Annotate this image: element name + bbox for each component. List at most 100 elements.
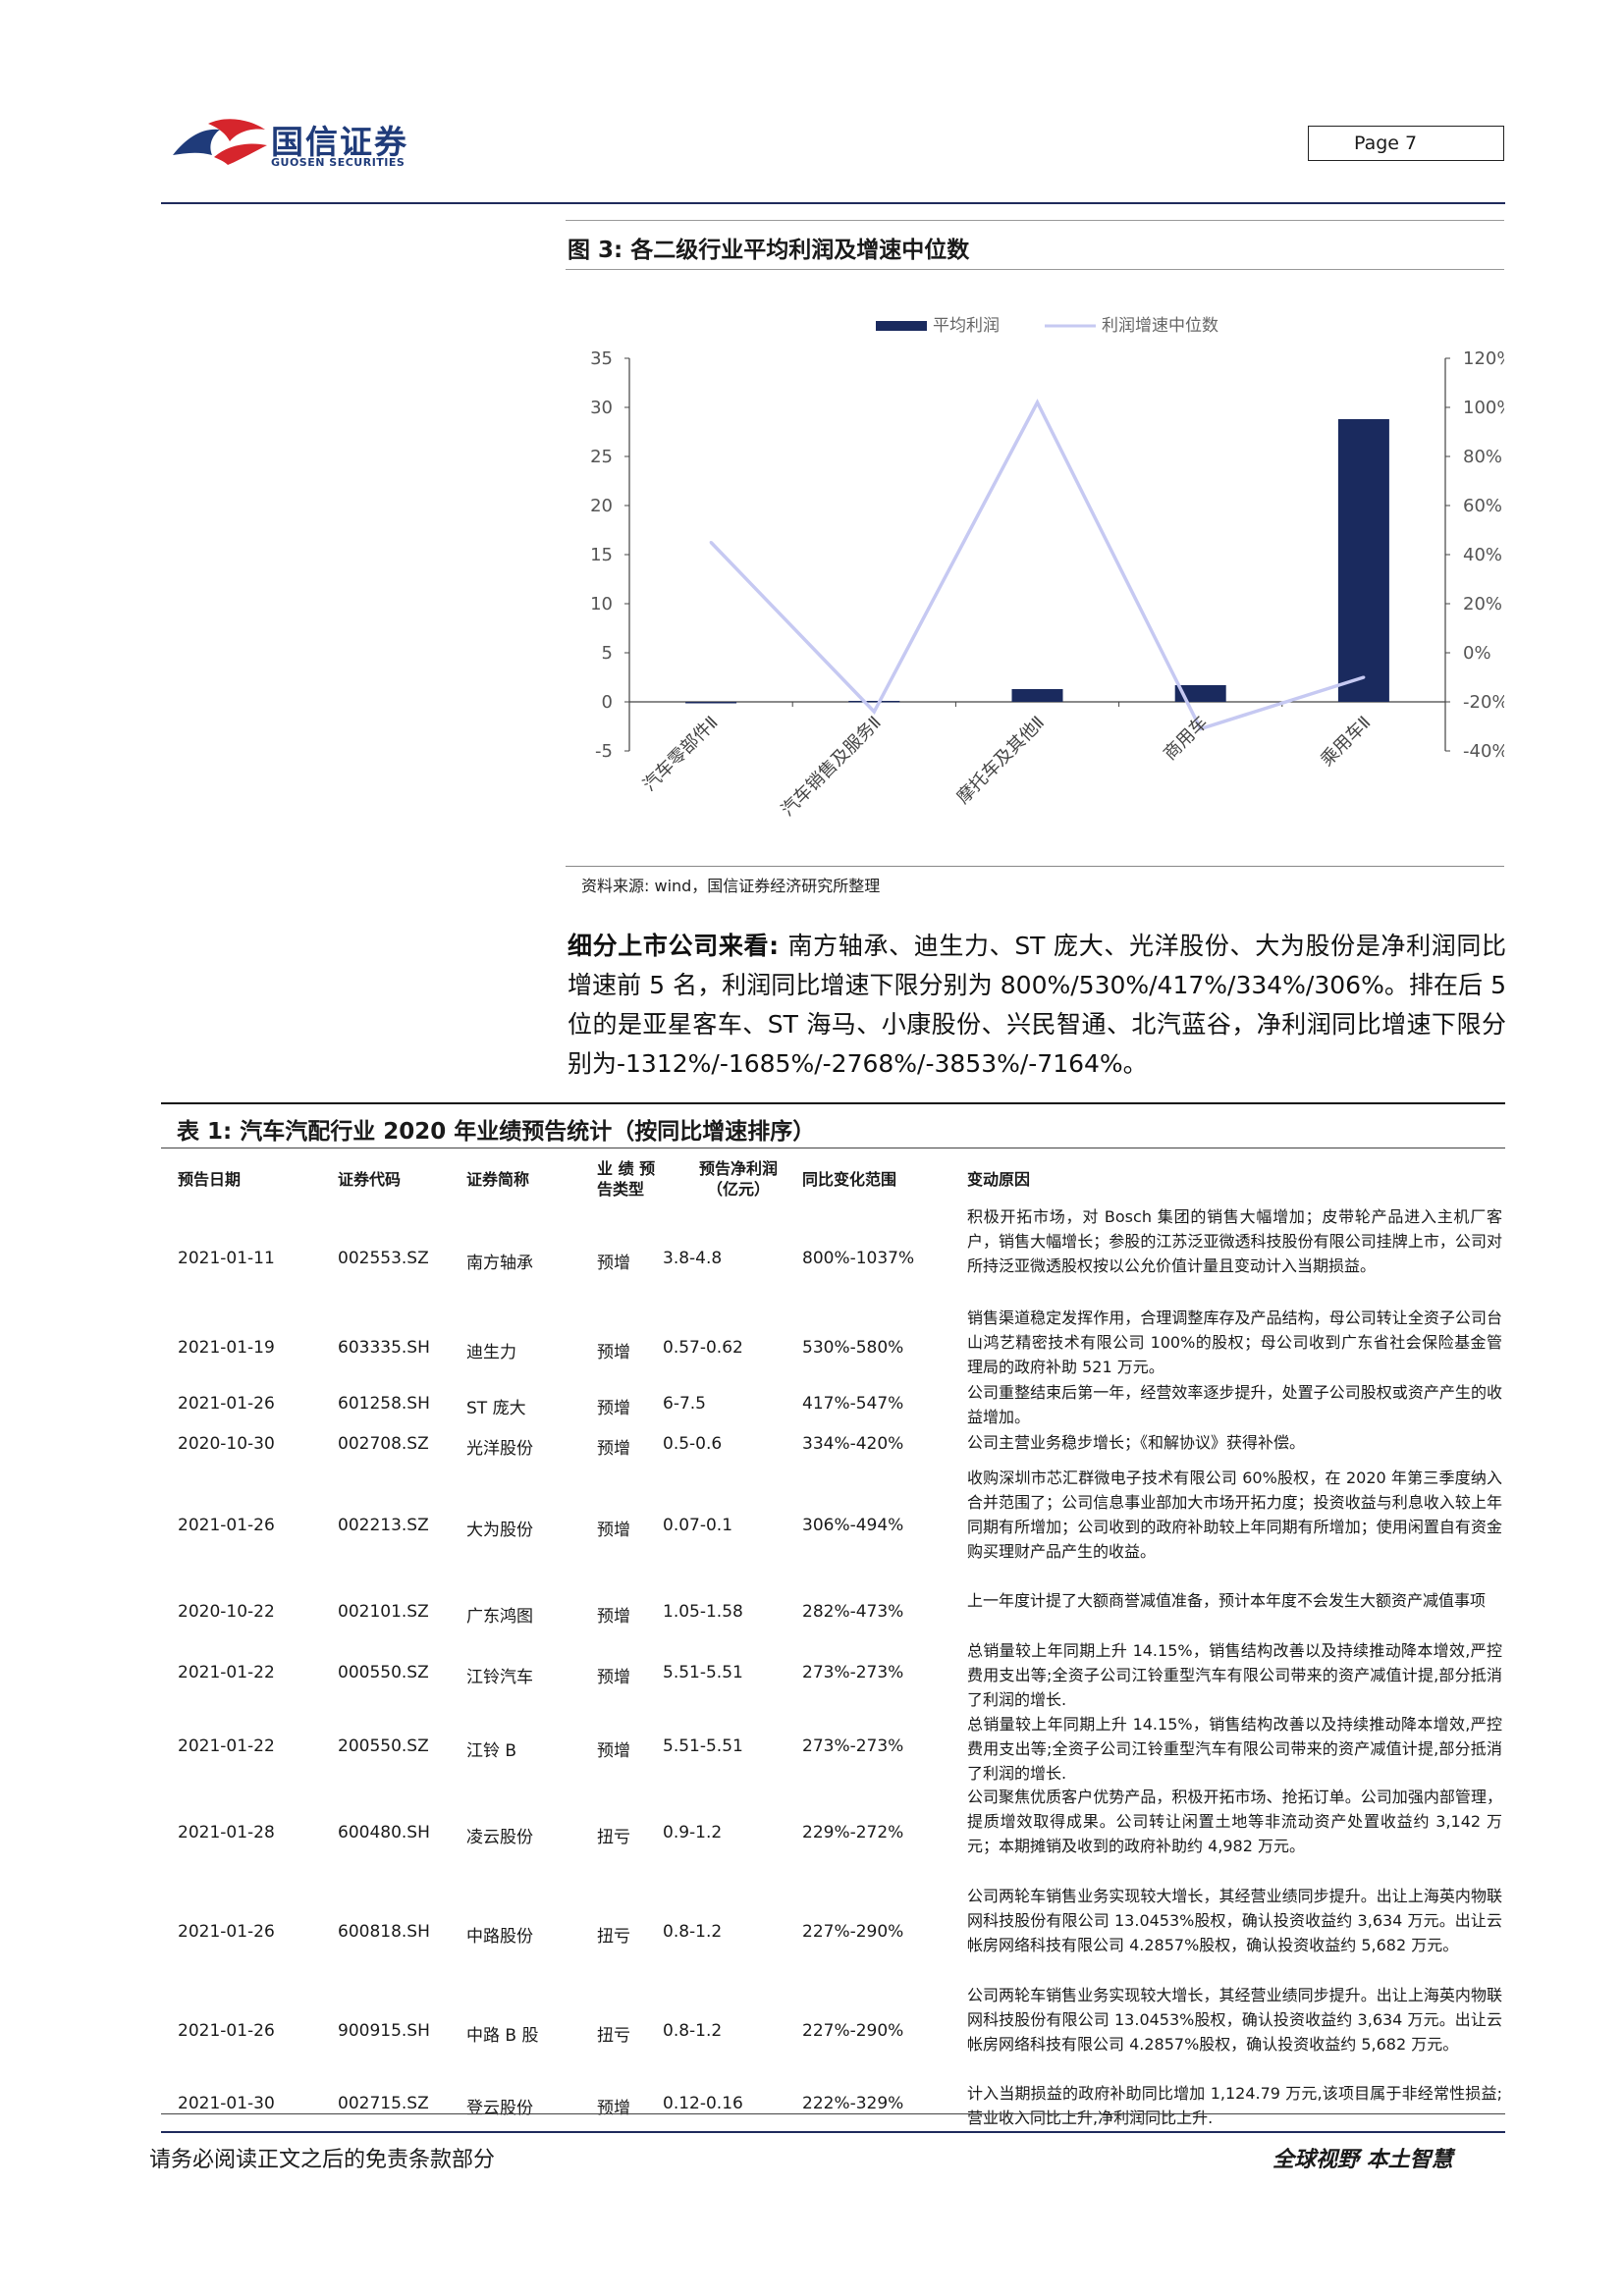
bar-汽车零部件Ⅱ xyxy=(685,702,737,704)
cell-name: 迪生力 xyxy=(466,1343,516,1362)
table-title: 表 1: 汽车汽配行业 2020 年业绩预告统计（按同比增速排序） xyxy=(177,1119,816,1145)
cell-code: 200550.SZ xyxy=(338,1736,429,1756)
cell-profit: 0.9-1.2 xyxy=(663,1823,723,1842)
right-axis-tick-label: 60% xyxy=(1463,496,1502,516)
footer-divider xyxy=(161,2131,1505,2133)
cell-range: 282%-473% xyxy=(802,1602,904,1622)
cell-name: 广东鸿图 xyxy=(466,1607,533,1627)
cell-type: 预增 xyxy=(597,1343,630,1362)
header-profit: 预告净利润 （亿元） xyxy=(698,1159,778,1199)
cell-name: 中路股份 xyxy=(466,1927,533,1947)
cell-profit: 1.05-1.58 xyxy=(663,1602,743,1622)
header-range: 同比变化范围 xyxy=(802,1170,897,1189)
right-axis-tick-label: 20% xyxy=(1463,594,1502,614)
cell-type: 预增 xyxy=(597,1439,630,1459)
cell-date: 2021-01-26 xyxy=(178,2021,275,2041)
cell-reason: 公司聚焦优质客户优势产品，积极开拓市场、抢拓订单。公司加强内部管理，提质增效取得… xyxy=(967,1788,1502,1855)
cell-profit: 3.8-4.8 xyxy=(663,1249,723,1268)
logo-english-text: GUOSEN SECURITIES xyxy=(271,156,406,169)
growth-point-商用车 xyxy=(1199,727,1203,730)
cell-range: 227%-290% xyxy=(802,1922,904,1942)
cell-name: 光洋股份 xyxy=(466,1439,533,1459)
left-axis-tick-label: 35 xyxy=(590,348,613,369)
logo-chinese-text: 国信证券 xyxy=(271,123,408,161)
cell-code: 002101.SZ xyxy=(338,1602,429,1622)
category-label: 乘用车Ⅱ xyxy=(1317,713,1375,771)
legend-bar-swatch xyxy=(876,321,927,331)
category-label: 汽车销售及服务Ⅱ xyxy=(778,713,886,821)
disclaimer-notice: 请务必阅读正文之后的免责条款部分 xyxy=(149,2148,496,2172)
guosen-logo-icon xyxy=(173,119,267,165)
category-label: 摩托车及其他Ⅱ xyxy=(953,713,1049,808)
cell-name: 大为股份 xyxy=(466,1521,533,1540)
header-name: 证券简称 xyxy=(466,1170,530,1189)
cell-code: 002708.SZ xyxy=(338,1434,429,1454)
cell-range: 417%-547% xyxy=(802,1394,904,1414)
left-axis-tick-label: 10 xyxy=(590,594,613,614)
cell-code: 603335.SH xyxy=(338,1338,430,1358)
header-date: 预告日期 xyxy=(178,1170,242,1189)
bar-汽车销售及服务Ⅱ xyxy=(848,701,900,703)
cell-profit: 0.07-0.1 xyxy=(663,1516,733,1535)
cell-reason: 总销量较上年同期上升 14.15%，销售结构改善以及持续推动降本增效,严控费用支… xyxy=(967,1641,1502,1709)
cell-name: 江铃 B xyxy=(466,1741,517,1761)
cell-date: 2021-01-22 xyxy=(178,1736,275,1756)
cell-type: 扭亏 xyxy=(597,1927,630,1947)
cell-type: 预增 xyxy=(597,1668,630,1687)
legend-bar-label: 平均利润 xyxy=(933,316,1000,336)
cell-code: 002553.SZ xyxy=(338,1249,429,1268)
right-axis-tick-label: -20% xyxy=(1463,692,1504,713)
cell-profit: 5.51-5.51 xyxy=(663,1736,743,1756)
category-label: 汽车零部件Ⅱ xyxy=(639,713,723,796)
figure-title: 图 3: 各二级行业平均利润及增速中位数 xyxy=(568,238,970,263)
cell-code: 900915.SH xyxy=(338,2021,430,2041)
cell-reason: 上一年度计提了大额商誉减值准备，预计本年度不会发生大额资产减值事项 xyxy=(967,1591,1487,1610)
right-axis-tick-label: -40% xyxy=(1463,741,1504,762)
cell-reason: 销售渠道稳定发挥作用，合理调整库存及产品结构，母公司转让全资子公司台山鸿艺精密技… xyxy=(967,1308,1502,1376)
cell-date: 2021-01-26 xyxy=(178,1394,275,1414)
cell-code: 000550.SZ xyxy=(338,1663,429,1682)
cell-range: 273%-273% xyxy=(802,1663,904,1682)
cell-type: 预增 xyxy=(597,1399,630,1418)
cell-range: 530%-580% xyxy=(802,1338,904,1358)
cell-range: 306%-494% xyxy=(802,1516,904,1535)
cell-date: 2021-01-11 xyxy=(178,1249,275,1268)
table-top-rule xyxy=(161,1102,1505,1104)
cell-range: 222%-329% xyxy=(802,2094,904,2113)
cell-profit: 0.8-1.2 xyxy=(663,2021,723,2041)
growth-median-line xyxy=(709,399,1365,731)
cell-reason: 公司重整结束后第一年，经营效率逐步提升，处置子公司股权或资产产生的收益增加。 xyxy=(967,1383,1502,1426)
cell-code: 002715.SZ xyxy=(338,2094,429,2113)
table-bottom-rule xyxy=(161,2113,1505,2114)
analysis-paragraph: 细分上市公司来看: 南方轴承、迪生力、ST 庞大、光洋股份、大为股份是净利润同比… xyxy=(568,927,1506,1084)
profit-growth-chart: 平均利润 利润增速中位数 35 30 25 20 15 10 5 0 -5 120% 100% 80% 60… xyxy=(590,316,1504,821)
category-label: 商用车 xyxy=(1160,713,1212,765)
cell-date: 2021-01-30 xyxy=(178,2094,275,2113)
right-axis-tick-label: 100% xyxy=(1463,398,1504,418)
cell-profit: 0.8-1.2 xyxy=(663,1922,723,1942)
header-type: 业 绩 预 告类型 xyxy=(597,1159,656,1199)
cell-date: 2020-10-22 xyxy=(178,1602,275,1622)
cell-name: 南方轴承 xyxy=(466,1254,533,1273)
cell-code: 002213.SZ xyxy=(338,1516,429,1535)
source-rule xyxy=(566,866,1504,867)
cell-range: 273%-273% xyxy=(802,1736,904,1756)
cell-type: 预增 xyxy=(597,1741,630,1761)
right-axis-tick-label: 0% xyxy=(1463,643,1491,664)
cell-reason: 公司两轮车销售业务实现较大增长，其经营业绩同步提升。出让上海英内物联网科技股份有… xyxy=(967,1887,1502,1954)
cell-code: 600480.SH xyxy=(338,1823,430,1842)
cell-profit: 5.51-5.51 xyxy=(663,1663,743,1682)
cell-profit: 6-7.5 xyxy=(663,1394,706,1414)
cell-type: 预增 xyxy=(597,1254,630,1273)
cell-name: 中路 B 股 xyxy=(466,2026,539,2046)
cell-range: 334%-420% xyxy=(802,1434,904,1454)
figure-source: 资料来源: wind，国信证券经济研究所整理 xyxy=(581,877,881,895)
cell-date: 2021-01-26 xyxy=(178,1516,275,1535)
cell-reason: 公司主营业务稳步增长；《和解协议》获得补偿。 xyxy=(967,1433,1306,1452)
cell-profit: 0.12-0.16 xyxy=(663,2094,743,2113)
header-reason: 变动原因 xyxy=(967,1170,1031,1189)
cell-range: 800%-1037% xyxy=(802,1249,915,1268)
cell-date: 2021-01-26 xyxy=(178,1922,275,1942)
left-axis-tick-label: 20 xyxy=(590,496,613,516)
cell-date: 2021-01-19 xyxy=(178,1338,275,1358)
